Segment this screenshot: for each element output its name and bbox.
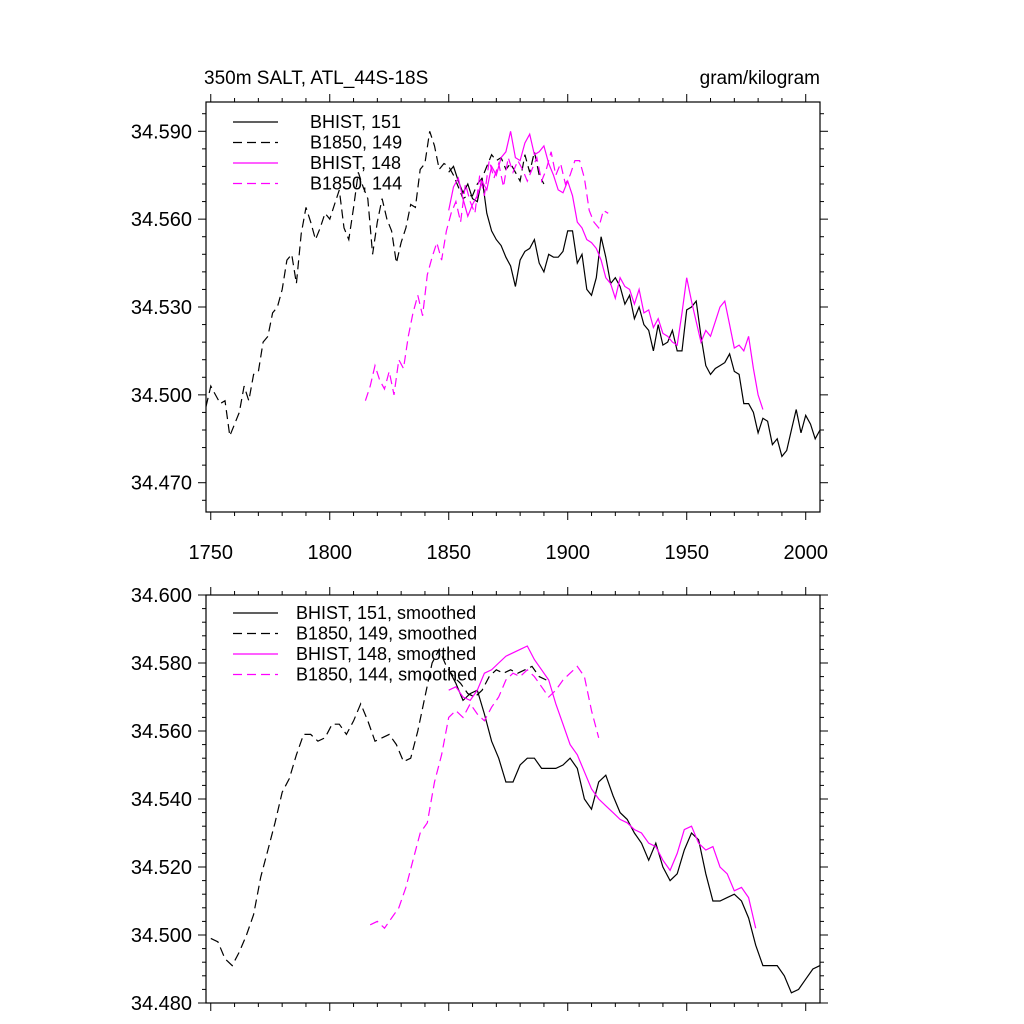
y-tick-label: 34.540 <box>131 789 192 811</box>
y-tick-label: 34.500 <box>131 385 192 407</box>
legend-label: B1850, 144 <box>310 174 402 194</box>
legend-label: B1850, 144, smoothed <box>296 665 477 685</box>
x-tick-label: 1850 <box>426 542 471 564</box>
units-label: gram/kilogram <box>700 68 820 89</box>
legend-label: BHIST, 151, smoothed <box>296 603 476 623</box>
axis-ticks <box>198 587 828 1011</box>
series-line-b1850-144 <box>364 151 609 401</box>
y-tick-label: 34.600 <box>131 585 192 607</box>
y-axis-tick-labels: 34.480 34.500 34.520 34.540 34.560 34.58… <box>131 585 192 1015</box>
axis-ticks <box>198 94 828 520</box>
plot-frame <box>205 101 821 513</box>
data-series-group <box>210 645 821 994</box>
x-tick-label: 1750 <box>189 542 234 564</box>
legend-label: BHIST, 151 <box>310 112 401 132</box>
y-tick-label: 34.580 <box>131 653 192 675</box>
y-tick-label: 34.530 <box>131 297 192 319</box>
y-tick-label: 34.560 <box>131 209 192 231</box>
y-tick-label: 34.560 <box>131 721 192 743</box>
y-axis-tick-labels: 34.470 34.500 34.530 34.560 34.590 <box>131 121 192 494</box>
legend-label: BHIST, 148, smoothed <box>296 644 476 664</box>
series-line-b1850-149 <box>205 131 545 439</box>
x-tick-label: 1800 <box>308 542 353 564</box>
series-line-bhist-151-smoothed <box>448 669 821 994</box>
x-tick-label: 1900 <box>545 542 590 564</box>
y-tick-label: 34.480 <box>131 993 192 1015</box>
legend: BHIST, 151, smoothed B1850, 149, smoothe… <box>233 603 477 685</box>
legend-label: B1850, 149, smoothed <box>296 624 477 644</box>
series-line-bhist-148 <box>448 131 764 410</box>
series-line-bhist-151 <box>448 165 821 458</box>
legend-label: BHIST, 148 <box>310 153 401 173</box>
panel-title: 350m SALT, ATL_44S-18S <box>204 68 428 89</box>
series-line-bhist-148-smoothed <box>448 645 757 929</box>
top-panel: 350m SALT, ATL_44S-18S gram/kilogram 34.… <box>131 68 828 564</box>
x-tick-label: 2000 <box>783 542 828 564</box>
x-tick-label: 1950 <box>664 542 709 564</box>
series-line-b1850-149-smoothed <box>210 647 547 967</box>
legend: BHIST, 151 B1850, 149 BHIST, 148 B1850, … <box>233 112 402 194</box>
series-line-b1850-144-smoothed <box>369 665 600 930</box>
y-tick-label: 34.520 <box>131 857 192 879</box>
x-axis-tick-labels: 1750 1800 1850 1900 1950 2000 <box>189 542 828 564</box>
y-tick-label: 34.590 <box>131 121 192 143</box>
plot-frame <box>205 594 821 1004</box>
legend-label: B1850, 149 <box>310 133 402 153</box>
data-series-group <box>205 131 821 458</box>
bottom-panel: 34.480 34.500 34.520 34.540 34.560 34.58… <box>131 585 828 1015</box>
y-tick-label: 34.500 <box>131 925 192 947</box>
y-tick-label: 34.470 <box>131 473 192 495</box>
